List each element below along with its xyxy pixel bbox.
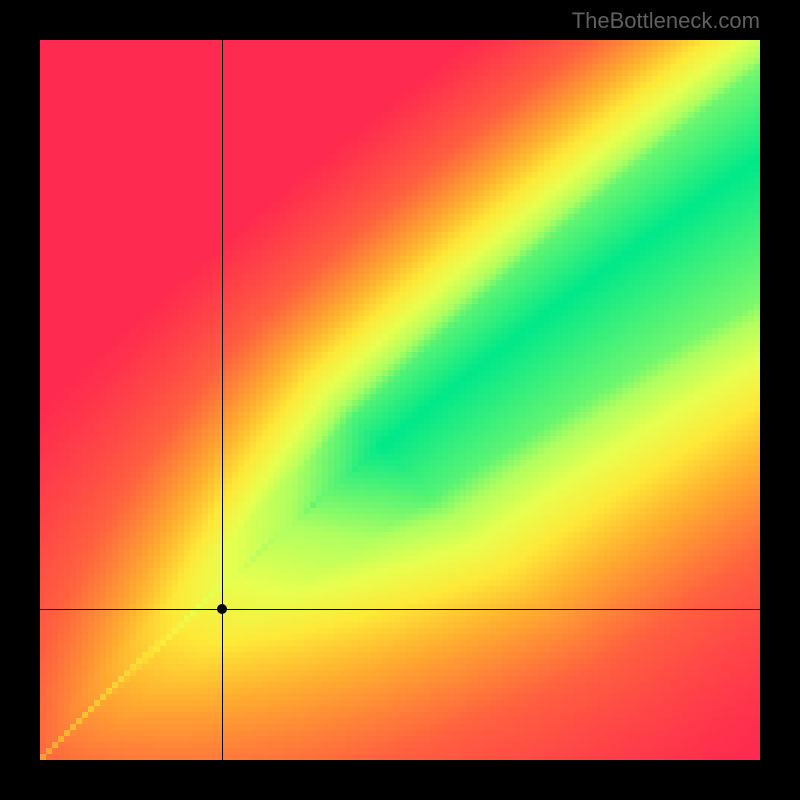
bottleneck-heatmap (40, 40, 760, 760)
crosshair-horizontal (40, 609, 760, 610)
watermark-text: TheBottleneck.com (572, 8, 760, 34)
heatmap-canvas (40, 40, 760, 760)
crosshair-marker (217, 604, 227, 614)
crosshair-vertical (222, 40, 223, 760)
